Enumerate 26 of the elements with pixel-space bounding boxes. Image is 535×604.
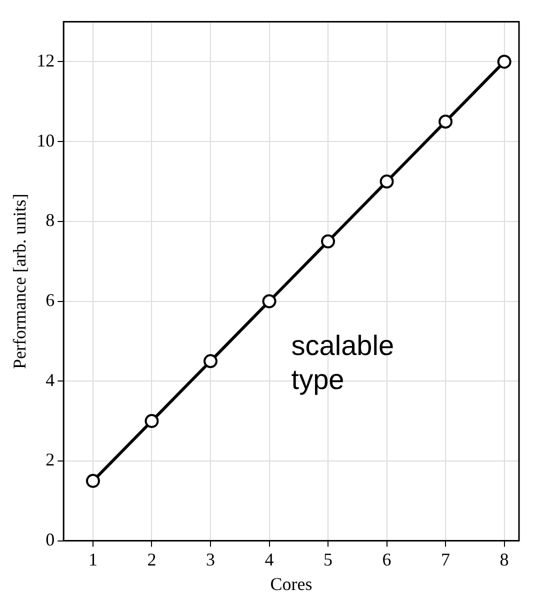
x-tick-label: 4 — [264, 549, 274, 570]
annotation: scalable type — [291, 330, 394, 395]
point — [204, 354, 218, 368]
point — [380, 174, 394, 188]
x-tick-label: 5 — [324, 549, 333, 570]
y-tick-label: 12 — [36, 50, 55, 70]
y-tick-label: 8 — [46, 210, 55, 230]
point — [262, 294, 276, 308]
y-axis-title: Performance [arb. units] — [10, 194, 30, 370]
x-tick-label: 8 — [500, 549, 509, 570]
x-tick-label: 6 — [382, 549, 392, 570]
y-tick-label: 6 — [46, 290, 55, 310]
point — [86, 474, 100, 488]
x-tick-label: 2 — [147, 549, 156, 570]
x-axis-title: Cores — [270, 574, 312, 594]
x-tick-label: 3 — [206, 549, 216, 570]
y-tick-label: 0 — [46, 530, 55, 550]
x-tick-label: 7 — [441, 549, 450, 570]
y-tick-label: 4 — [46, 370, 55, 390]
point — [321, 234, 336, 248]
point — [497, 54, 512, 69]
y-tick-label: 10 — [36, 130, 55, 150]
point — [438, 114, 453, 129]
point — [144, 414, 159, 428]
x-tick-label: 1 — [88, 549, 98, 570]
y-tick-label: 2 — [46, 450, 55, 470]
